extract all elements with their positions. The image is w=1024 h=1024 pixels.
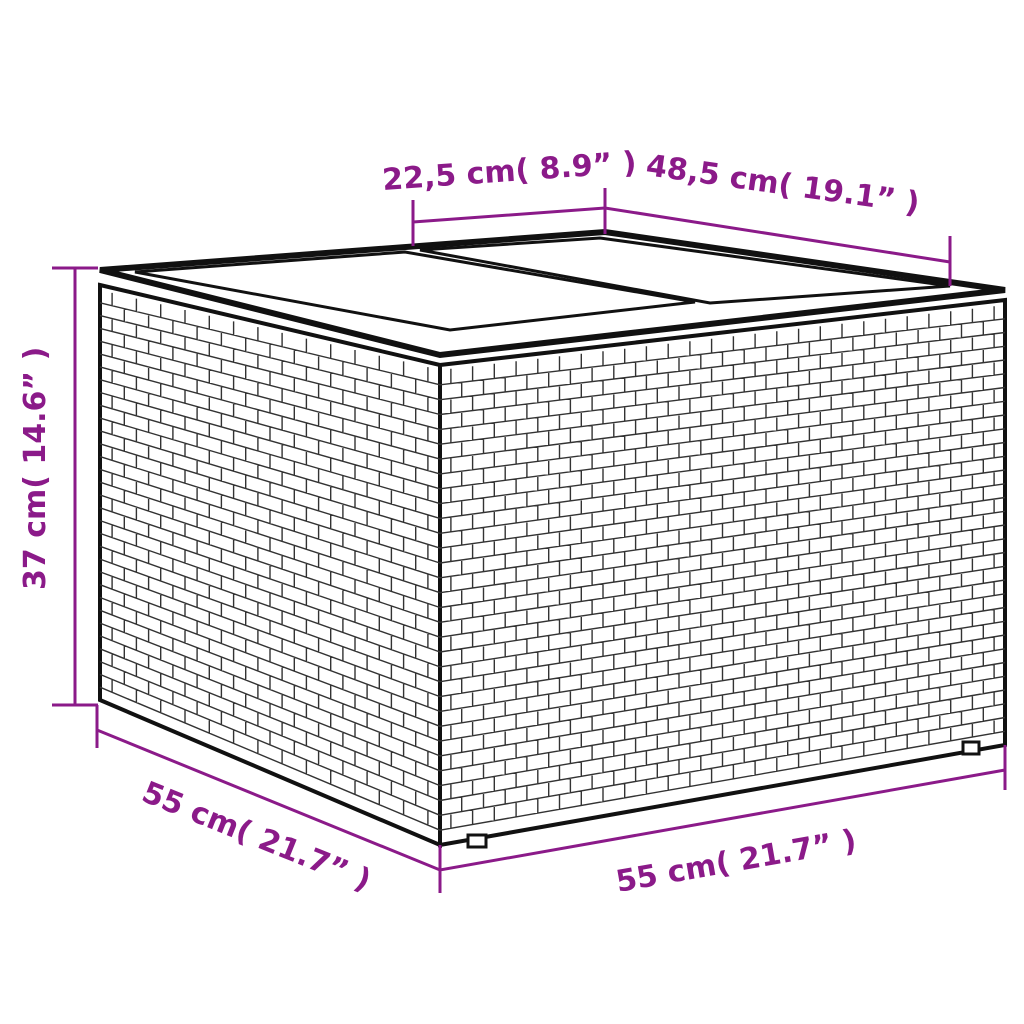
width-dimension-label: 55 cm( 21.7” ): [613, 823, 859, 900]
foot-front: [466, 833, 488, 849]
height-dimension-label: 37 cm( 14.6” ): [18, 347, 53, 590]
weave-strands: [439, 306, 1006, 831]
weave-strands: [99, 292, 441, 831]
wicker-weave: [99, 292, 1006, 831]
glass-panel-left: [134, 250, 696, 332]
top-short-dimension-label: 22,5 cm( 8.9” ): [381, 145, 638, 198]
wicker-table-drawing: [98, 228, 1007, 849]
top-long-dimension-label: 48,5 cm( 19.1” ): [644, 148, 922, 221]
foot-right: [961, 740, 981, 756]
dimension-lines: [52, 188, 1007, 893]
